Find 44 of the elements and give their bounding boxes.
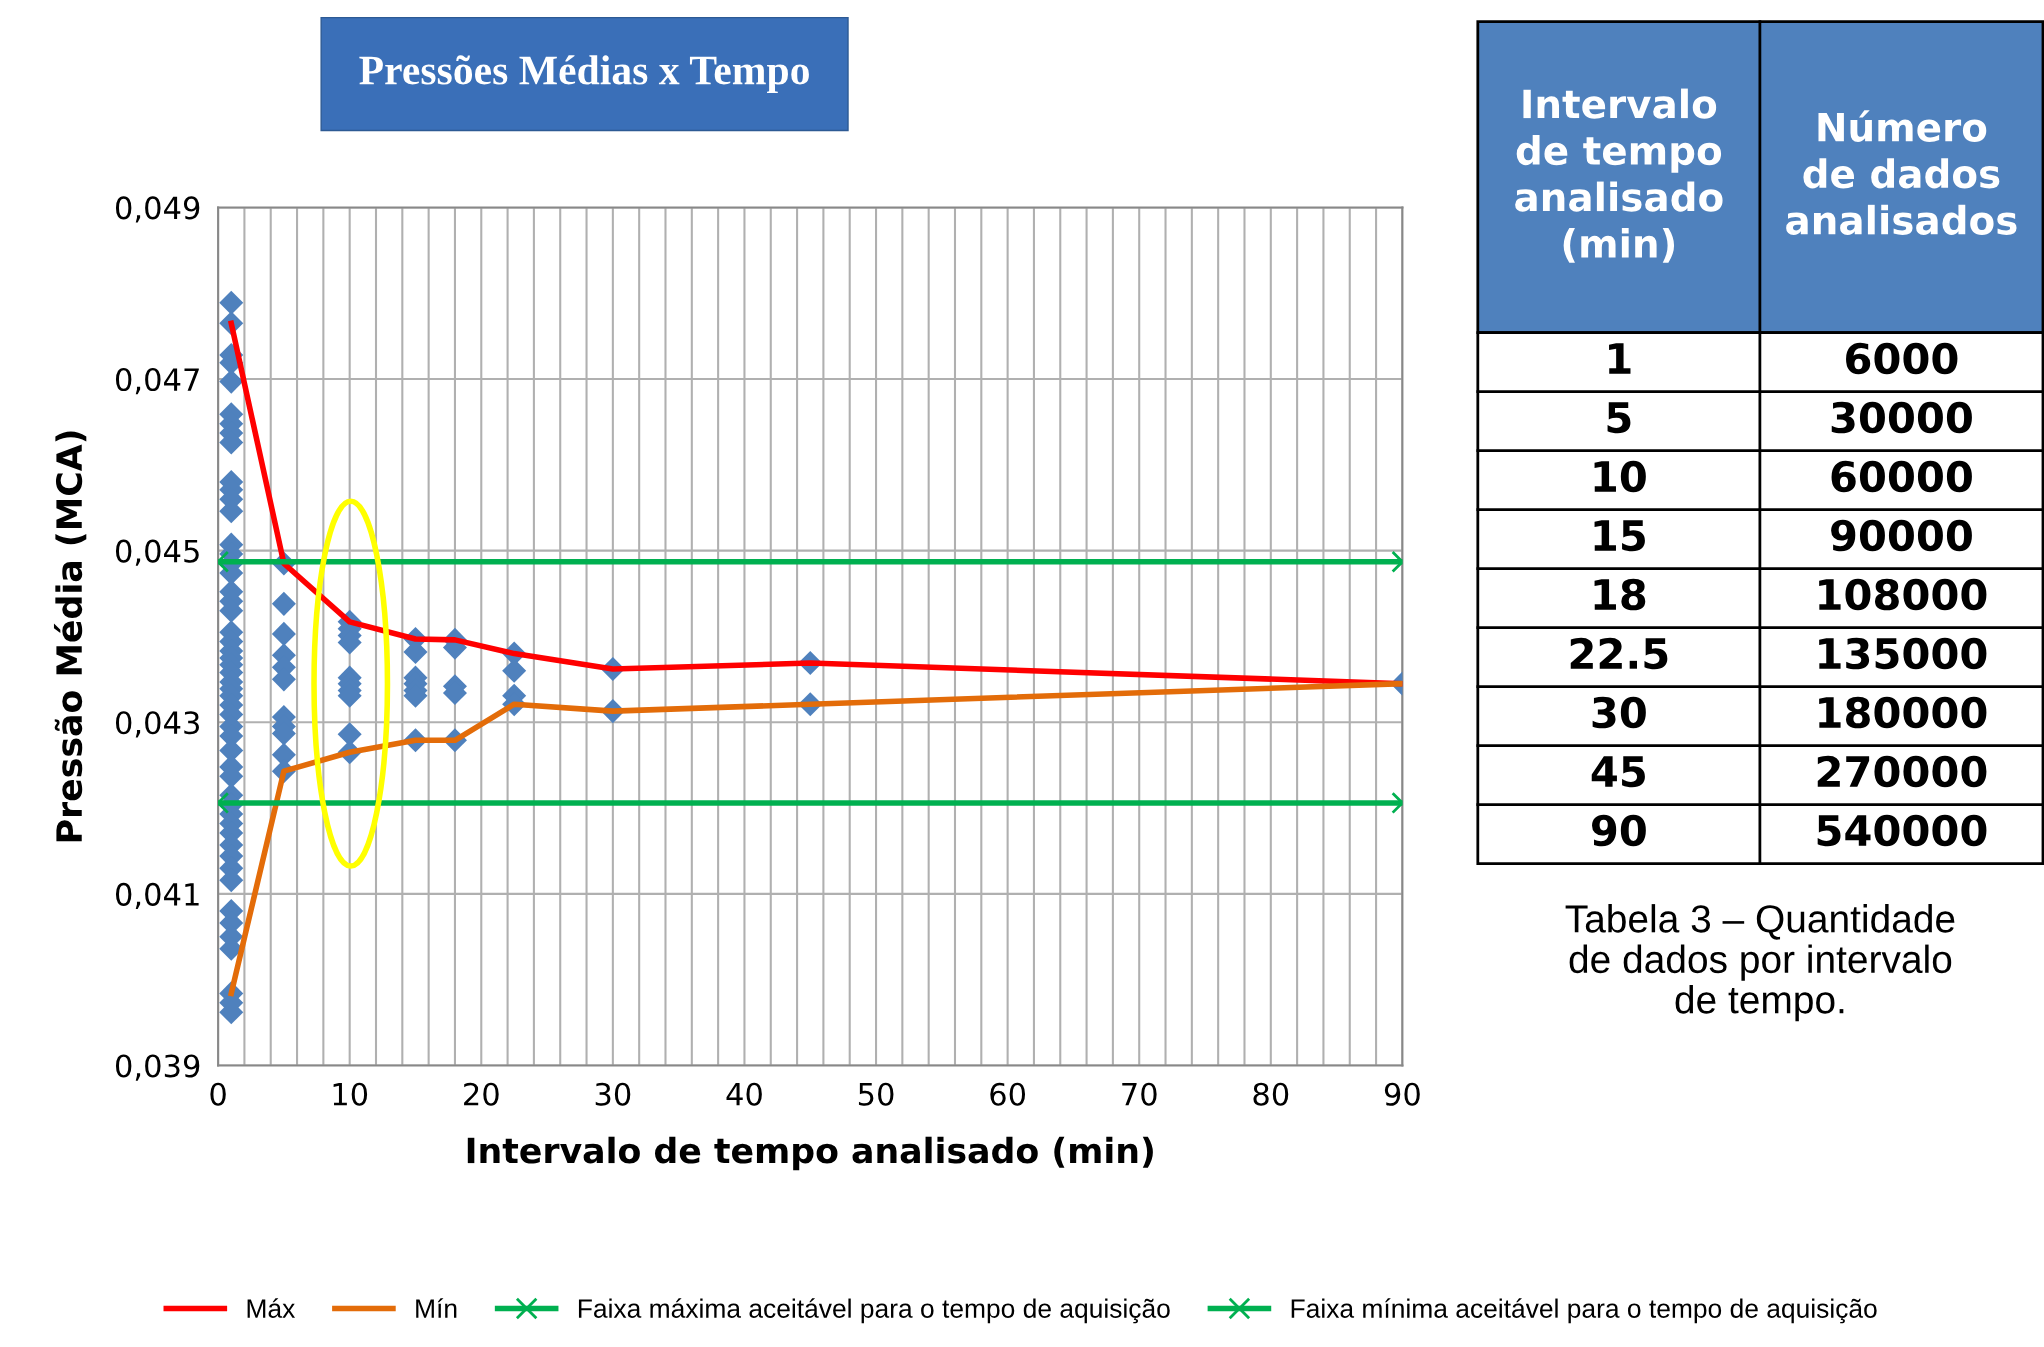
x-tick-label: 80 — [1253, 1082, 1289, 1106]
text: 270000 — [1817, 755, 1987, 788]
text: 540000 — [1817, 814, 1987, 847]
y-axis-title: Pressão Média (MCA) — [53, 431, 87, 842]
x-tick-label: 10 — [333, 1082, 368, 1106]
legend-label: Faixa mínima aceitável para o tempo de aquisição — [1291, 1298, 1877, 1324]
text: 108000 — [1819, 578, 1987, 611]
text: 30 — [1592, 696, 1646, 729]
text: 15 — [1594, 520, 1645, 552]
legend-label: Mín — [416, 1298, 457, 1318]
text: 1 — [1609, 343, 1631, 374]
y-tick-label: 0,041 — [115, 882, 199, 910]
x-tick-label: 70 — [1122, 1082, 1157, 1106]
x-tick-label: 90 — [1384, 1082, 1420, 1106]
x-tick-label: 50 — [858, 1082, 894, 1106]
y-tick-label: 0,047 — [115, 367, 199, 395]
y-tick-label: 0,049 — [115, 196, 200, 223]
text: 22.5 — [1570, 637, 1668, 670]
x-axis-title: Intervalo de tempo analisado (min) — [467, 1136, 1153, 1171]
legend-label: Máx — [247, 1298, 296, 1318]
y-tick-label: 0,045 — [115, 539, 199, 566]
text: Tabela 3 – Quantidade de dados por intervalo de tempo. — [1565, 904, 1955, 1022]
text: Intervalo de tempo analisado (min) — [1515, 88, 1723, 263]
chart-title: Pressões Médias x Tempo — [359, 55, 809, 94]
text: 30000 — [1831, 401, 1972, 434]
text: 10 — [1594, 460, 1646, 493]
text: 90 — [1592, 814, 1646, 847]
x-tick-label: 30 — [595, 1082, 631, 1106]
y-tick-label: 0,043 — [115, 711, 199, 738]
text: 6000 — [1846, 342, 1958, 375]
x-tick-label: 0 — [210, 1082, 226, 1106]
x-tick-label: 40 — [726, 1082, 762, 1106]
text: 5 — [1607, 402, 1631, 434]
text: 135000 — [1819, 637, 1987, 670]
x-tick-label: 20 — [464, 1082, 499, 1106]
legend-label: Faixa máxima aceitável para o tempo de aquisição — [578, 1298, 1170, 1324]
text: 180000 — [1819, 696, 1987, 729]
text: 60000 — [1831, 460, 1972, 493]
y-tick-label: 0,039 — [115, 1054, 200, 1081]
text: 45 — [1591, 756, 1645, 788]
text: 18 — [1594, 578, 1646, 611]
text: Número de dados analisados — [1786, 110, 2017, 235]
text: 90000 — [1831, 519, 1972, 552]
x-tick-label: 60 — [990, 1082, 1026, 1106]
